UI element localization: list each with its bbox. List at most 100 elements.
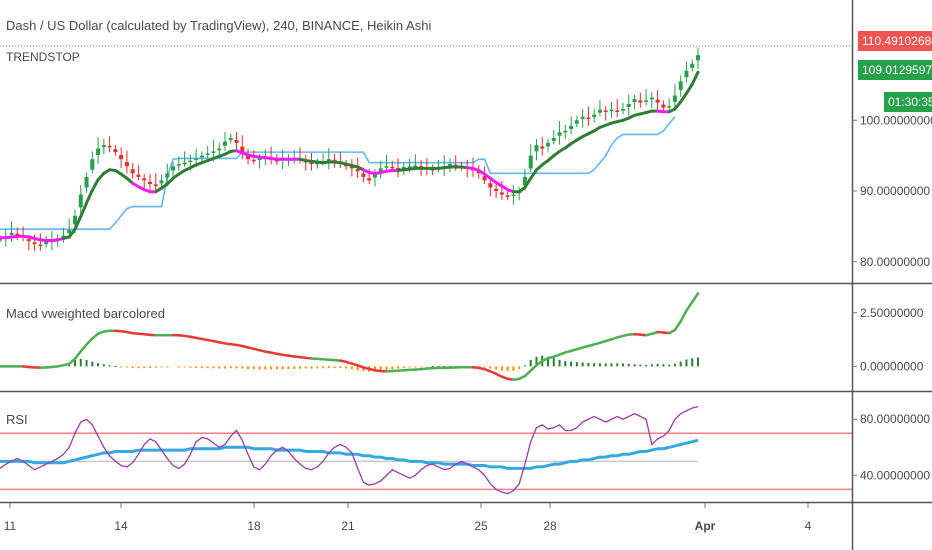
macd-histogram-bar — [73, 359, 76, 367]
macd-histogram-bar — [402, 366, 405, 368]
candle-body — [101, 145, 106, 148]
macd-line-segment — [73, 350, 83, 361]
candle-body — [447, 164, 452, 166]
macd-histogram-bar — [143, 366, 146, 369]
x-tick-label: 18 — [247, 519, 261, 533]
rsi-pane[interactable] — [0, 405, 852, 495]
candle-body — [119, 154, 124, 160]
macd-histogram-bar — [679, 361, 682, 367]
candle-body — [690, 63, 695, 68]
candle-body — [603, 110, 608, 113]
candle-body — [546, 142, 551, 147]
rsi-ma-line — [0, 438, 699, 470]
candle-body — [142, 178, 147, 181]
macd-histogram-bar — [102, 364, 105, 367]
candle-body — [234, 139, 239, 143]
macd-histogram-bar — [148, 366, 151, 368]
macd-histogram-bar — [558, 359, 561, 367]
candle-body — [44, 241, 49, 245]
candle-body — [632, 99, 637, 103]
candle-body — [96, 148, 101, 155]
candle-body — [407, 166, 412, 168]
rsi-tick-label: 40.00000000 — [860, 468, 930, 482]
macd-histogram-bar — [247, 366, 250, 369]
candle-body — [165, 173, 170, 178]
candle-body — [597, 109, 602, 113]
candle-body — [696, 55, 700, 61]
candle-body — [228, 137, 233, 141]
macd-histogram-bar — [483, 366, 486, 368]
macd-histogram-bar — [316, 366, 319, 369]
candle-body — [355, 169, 360, 172]
candle-body — [153, 184, 158, 187]
macd-histogram-bar — [275, 366, 278, 370]
macd-histogram-bar — [258, 366, 261, 370]
macd-tick-label: 0.00000000 — [860, 359, 924, 373]
candle-body — [159, 180, 164, 184]
price-tick-label: 100.00000000 — [860, 113, 932, 127]
macd-histogram-bar — [627, 363, 630, 367]
candle-body — [488, 183, 493, 188]
price-pane[interactable] — [0, 45, 852, 252]
macd-line-segment — [679, 309, 688, 323]
macd-histogram-bar — [229, 366, 232, 369]
macd-histogram-bar — [397, 366, 400, 369]
x-tick-label: 11 — [4, 519, 17, 533]
candle-body — [592, 114, 597, 118]
trendstop-segment — [684, 82, 694, 95]
macd-histogram-bar — [160, 366, 163, 368]
candle-body — [476, 171, 481, 174]
macd-histogram-bar — [506, 366, 509, 372]
macd-histogram-bar — [408, 366, 411, 368]
macd-histogram-bar — [656, 363, 659, 367]
x-tick-label: 4 — [805, 519, 812, 533]
macd-histogram-bar — [633, 364, 636, 367]
x-tick-label: 14 — [114, 519, 128, 533]
candle-body — [32, 242, 37, 245]
candle-body — [667, 106, 672, 108]
macd-pane[interactable] — [0, 292, 700, 381]
indicator-label-rsi: RSI — [6, 412, 28, 427]
candle-body — [246, 154, 251, 160]
macd-line-segment — [79, 343, 88, 353]
candle-body — [378, 168, 383, 172]
macd-histogram-bar — [500, 366, 503, 371]
macd-histogram-bar — [697, 357, 699, 367]
trendstop-segment — [90, 178, 100, 192]
candle-body — [401, 166, 406, 169]
macd-histogram-bar — [120, 366, 123, 368]
macd-line-segment — [673, 320, 682, 332]
candle-body — [15, 233, 20, 236]
macd-histogram-bar — [350, 366, 353, 370]
macd-histogram-bar — [622, 363, 625, 367]
macd-line-segment — [523, 369, 532, 378]
candle-body — [638, 100, 643, 103]
macd-histogram-bar — [241, 366, 244, 369]
trendstop-segment — [523, 176, 533, 189]
candle-body — [505, 195, 510, 197]
macd-histogram-bar — [206, 366, 209, 369]
macd-histogram-bar — [668, 364, 671, 367]
candle-body — [0, 239, 2, 241]
candle-body — [494, 188, 499, 192]
candle-body — [586, 117, 591, 120]
candle-body — [372, 173, 377, 178]
macd-histogram-bar — [673, 363, 676, 367]
candle-body — [367, 178, 372, 181]
candle-body — [326, 159, 331, 161]
macd-histogram-bar — [189, 366, 192, 368]
candle-body — [384, 166, 389, 168]
last-price-tag: 110.49102680 — [858, 31, 932, 51]
trendstop-segment — [679, 91, 688, 104]
candle-body — [672, 95, 677, 102]
candle-body — [171, 166, 176, 171]
candle-body — [609, 109, 614, 112]
macd-histogram-bar — [587, 362, 590, 367]
macd-histogram-bar — [322, 366, 325, 369]
candle-body — [90, 159, 95, 170]
candle-body — [188, 160, 193, 163]
candle-body — [580, 116, 585, 119]
candle-body — [199, 155, 204, 158]
macd-histogram-bar — [489, 366, 492, 369]
